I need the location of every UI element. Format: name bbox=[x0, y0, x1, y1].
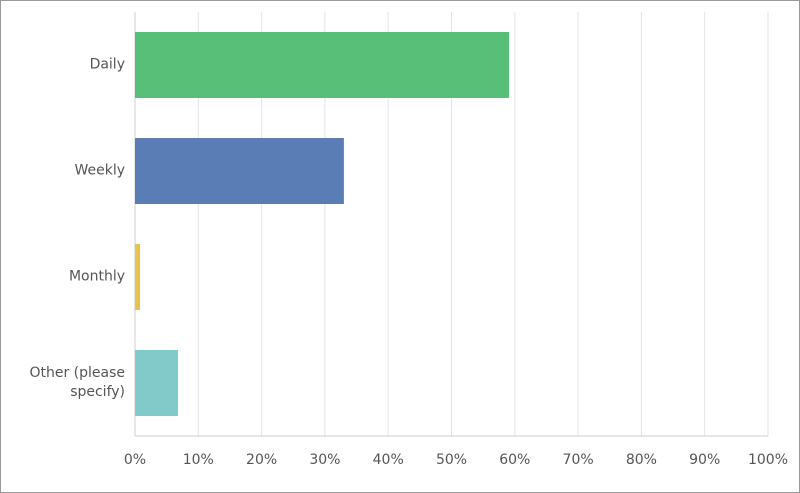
x-tick-label: 40% bbox=[372, 452, 404, 468]
y-tick-label: Other (please specify) bbox=[29, 365, 125, 400]
bar bbox=[135, 138, 344, 204]
x-tick-label: 50% bbox=[435, 452, 468, 468]
x-tick-label: 20% bbox=[246, 452, 278, 468]
x-tick-label: 80% bbox=[625, 452, 657, 468]
x-tick-label: 30% bbox=[309, 452, 341, 468]
bar bbox=[135, 244, 141, 310]
x-tick-label: 0% bbox=[123, 452, 147, 468]
x-tick-label: 10% bbox=[182, 452, 214, 468]
y-tick-label: Monthly bbox=[68, 268, 125, 285]
x-tick-label: 60% bbox=[499, 452, 531, 468]
x-tick-label: 90% bbox=[689, 452, 721, 468]
bar bbox=[135, 32, 510, 98]
y-tick-label: Daily bbox=[89, 56, 125, 73]
x-tick-label: 100% bbox=[747, 452, 789, 468]
y-tick-label: Weekly bbox=[74, 162, 125, 179]
bar bbox=[135, 350, 179, 416]
x-tick-label: 70% bbox=[562, 452, 594, 468]
